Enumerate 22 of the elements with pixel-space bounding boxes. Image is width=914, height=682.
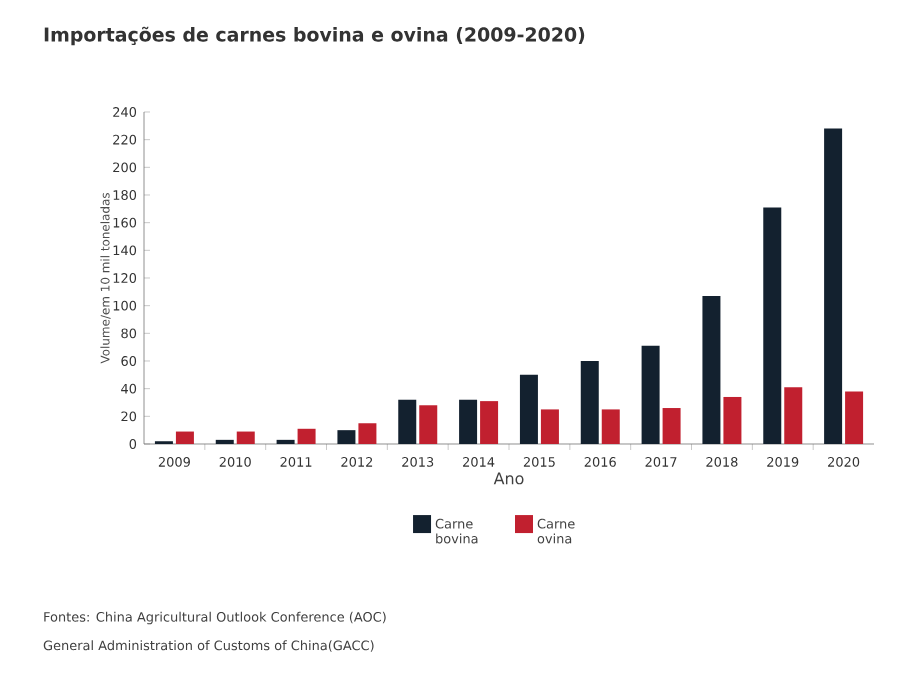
bar <box>337 430 356 444</box>
bar <box>641 345 660 444</box>
bar <box>540 409 559 444</box>
bar <box>723 396 742 444</box>
bar <box>845 391 864 444</box>
bar <box>459 399 478 444</box>
bar <box>580 361 599 444</box>
bar <box>480 401 499 444</box>
bar <box>784 387 803 444</box>
bar <box>763 207 782 444</box>
bar <box>398 399 417 444</box>
chart-title: Importações de carnes bovina e ovina (2009-2020) <box>44 26 585 46</box>
bar <box>702 295 721 444</box>
bar <box>662 408 681 444</box>
bar <box>236 431 255 444</box>
bar <box>824 128 843 444</box>
bar <box>358 423 377 444</box>
bar <box>601 409 620 444</box>
bar <box>419 405 438 444</box>
bar <box>175 431 194 444</box>
bar <box>519 374 538 444</box>
bar <box>297 428 316 444</box>
